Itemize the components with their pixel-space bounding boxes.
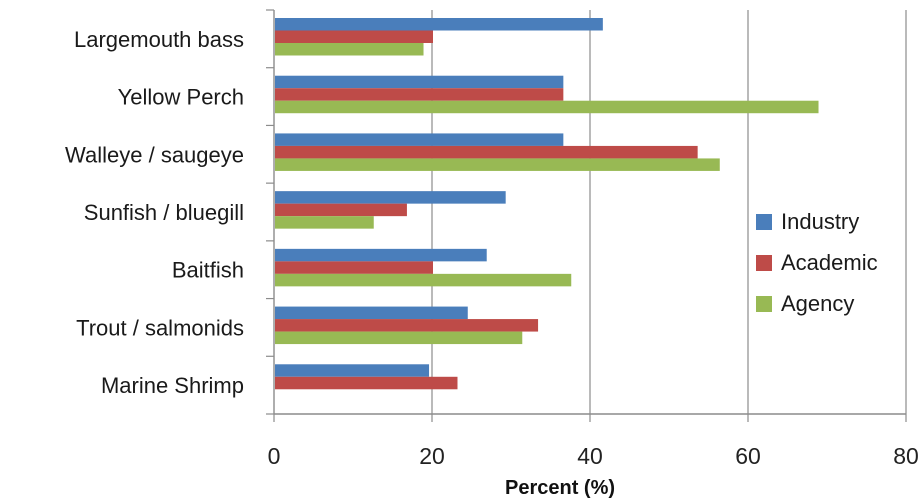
legend-label-academic: Academic <box>781 250 878 275</box>
bar-agency-2 <box>275 158 720 171</box>
category-label: Largemouth bass <box>74 27 244 52</box>
x-tick-labels: 0 20 40 60 80 <box>268 443 919 469</box>
x-tick-label: 80 <box>893 443 919 469</box>
legend-label-industry: Industry <box>781 209 859 234</box>
bar-agency-3 <box>275 216 374 229</box>
bar-academic-0 <box>275 30 433 43</box>
x-axis-title: Percent (%) <box>505 477 615 499</box>
bar-agency-0 <box>275 43 424 56</box>
legend: Industry Academic Agency <box>756 209 878 316</box>
bar-academic-6 <box>275 376 458 390</box>
x-tick-label: 40 <box>577 443 603 469</box>
gridlines <box>431 10 907 414</box>
bar-academic-2 <box>275 145 698 159</box>
bar-industry-1 <box>275 75 564 89</box>
category-label: Walleye / saugeye <box>65 142 244 167</box>
bar-agency-5 <box>275 331 523 345</box>
bar-industry-4 <box>275 248 487 262</box>
category-label: Trout / salmonids <box>76 315 244 340</box>
legend-swatch-academic <box>756 255 772 271</box>
bar-agency-4 <box>275 273 572 287</box>
bar-academic-4 <box>275 261 433 274</box>
bar-academic-3 <box>275 203 407 217</box>
category-label: Sunfish / bluegill <box>84 200 244 225</box>
category-label: Marine Shrimp <box>101 373 244 398</box>
bar-academic-5 <box>275 319 539 332</box>
x-tick-label: 20 <box>419 443 445 469</box>
bar-academic-1 <box>275 88 564 101</box>
axes <box>266 9 907 422</box>
category-label: Yellow Perch <box>118 85 244 110</box>
category-labels: Largemouth bass Yellow Perch Walleye / sau… <box>65 27 244 398</box>
legend-swatch-industry <box>756 214 772 230</box>
bar-industry-3 <box>275 191 506 204</box>
bar-industry-2 <box>275 133 564 146</box>
bars <box>275 18 819 390</box>
bar-agency-1 <box>275 100 819 114</box>
x-tick-label: 60 <box>735 443 761 469</box>
legend-swatch-agency <box>756 296 772 312</box>
x-tick-label: 0 <box>268 443 281 469</box>
legend-label-agency: Agency <box>781 291 854 316</box>
category-label: Baitfish <box>172 258 244 283</box>
bar-industry-6 <box>275 364 430 377</box>
bar-industry-0 <box>275 18 603 31</box>
bar-industry-5 <box>275 306 468 320</box>
